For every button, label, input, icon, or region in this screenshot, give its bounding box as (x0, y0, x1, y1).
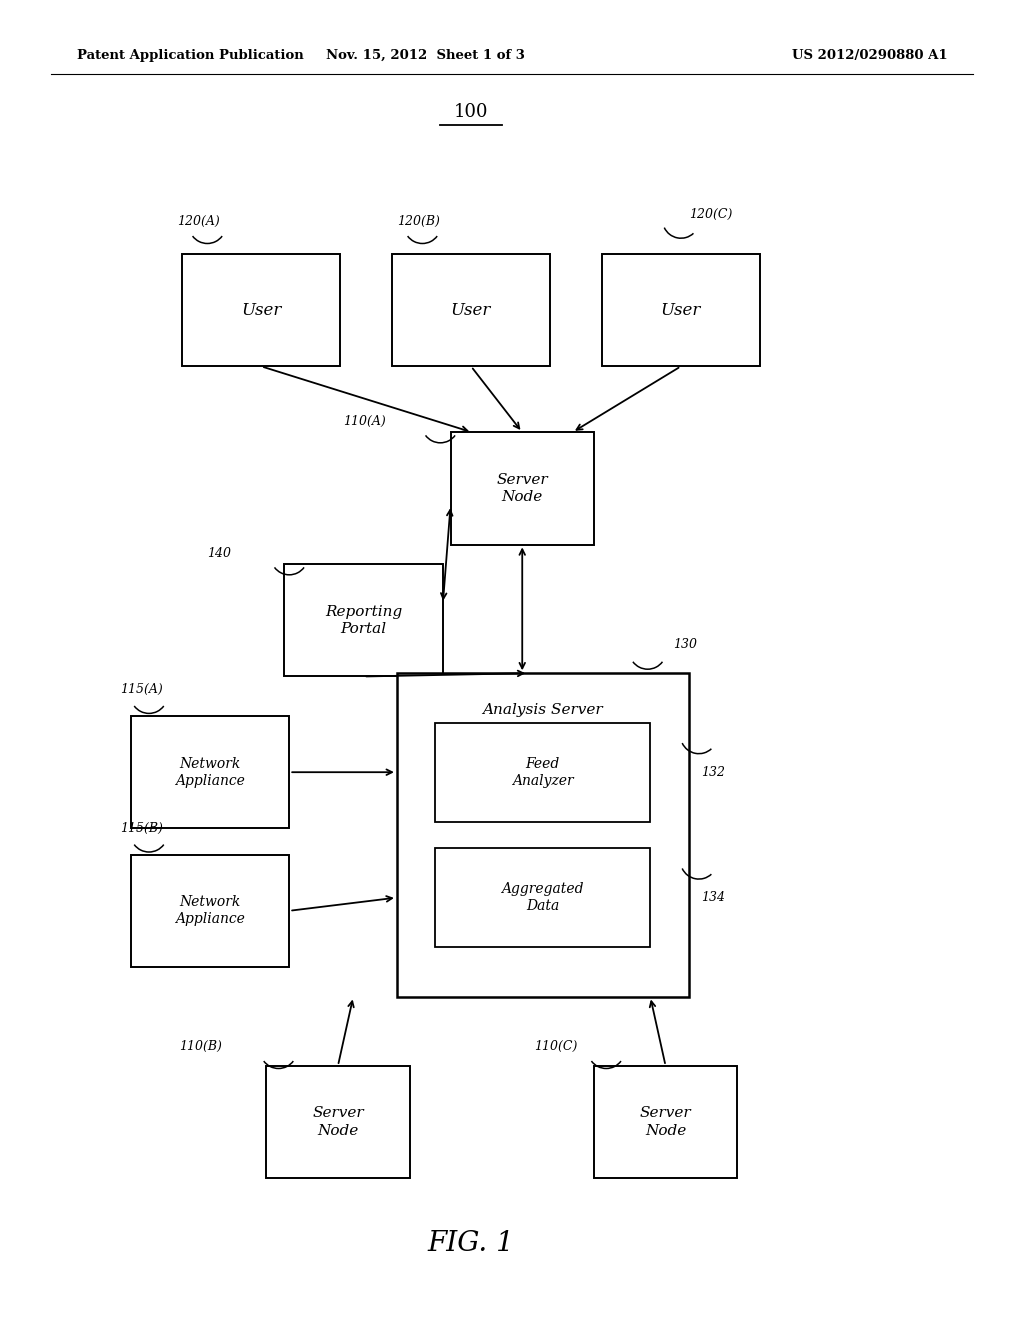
Text: 134: 134 (700, 891, 725, 904)
Text: Patent Application Publication: Patent Application Publication (77, 49, 303, 62)
Text: 120(C): 120(C) (689, 209, 732, 220)
Text: Reporting
Portal: Reporting Portal (325, 605, 402, 636)
Text: User: User (660, 302, 701, 318)
Text: Aggregated
Data: Aggregated Data (502, 882, 584, 913)
Bar (182, 253, 340, 366)
Bar (594, 1067, 737, 1179)
Text: 120(A): 120(A) (176, 215, 219, 227)
Bar (391, 253, 551, 366)
Text: Server
Node: Server Node (497, 473, 548, 504)
Bar (284, 565, 442, 676)
Text: Server
Node: Server Node (312, 1106, 364, 1138)
Text: User: User (241, 302, 282, 318)
Text: 132: 132 (700, 766, 725, 779)
Bar (602, 253, 760, 366)
Text: 110(C): 110(C) (535, 1040, 578, 1052)
Bar (131, 715, 289, 829)
Text: 110(B): 110(B) (179, 1040, 222, 1052)
Bar (451, 433, 594, 544)
Bar (435, 847, 650, 948)
Bar (266, 1067, 410, 1179)
Text: Network
Appliance: Network Appliance (175, 756, 245, 788)
Text: 120(B): 120(B) (397, 215, 439, 227)
Text: 115(B): 115(B) (121, 822, 163, 834)
Bar (131, 855, 289, 966)
Text: FIG. 1: FIG. 1 (428, 1230, 514, 1257)
Text: 100: 100 (454, 103, 488, 121)
Text: 140: 140 (207, 548, 231, 560)
Text: Network
Appliance: Network Appliance (175, 895, 245, 927)
Bar (435, 722, 650, 821)
Bar (397, 673, 689, 997)
Text: US 2012/0290880 A1: US 2012/0290880 A1 (792, 49, 947, 62)
Text: 130: 130 (674, 638, 697, 651)
Text: Server
Node: Server Node (640, 1106, 691, 1138)
Text: 115(A): 115(A) (121, 684, 163, 696)
Text: Analysis Server: Analysis Server (482, 704, 603, 717)
Text: Nov. 15, 2012  Sheet 1 of 3: Nov. 15, 2012 Sheet 1 of 3 (326, 49, 524, 62)
Text: User: User (451, 302, 492, 318)
Text: Feed
Analyzer: Feed Analyzer (512, 756, 573, 788)
Text: 110(A): 110(A) (343, 416, 386, 428)
